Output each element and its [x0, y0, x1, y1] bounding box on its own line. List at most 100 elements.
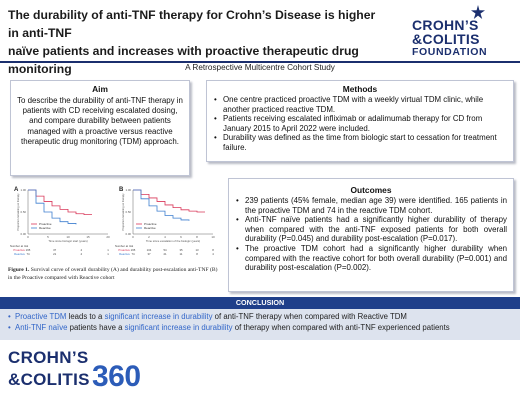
poster-title: The durability of anti-TNF therapy for C…: [8, 6, 380, 78]
panel-label: A: [14, 187, 19, 193]
legend-label: Proactive: [144, 222, 157, 226]
logo-line2: &COLITIS: [412, 31, 480, 47]
risk-value: 4: [81, 248, 83, 252]
risk-table-label: Number at risk: [115, 244, 134, 248]
figure-caption-text: Survival curve of overall durability (A)…: [8, 267, 218, 281]
series-line-proactive: [28, 189, 92, 216]
x-tick-label: 6: [180, 235, 182, 239]
y-tick-label: 0.50: [21, 210, 27, 214]
x-tick-label: 0: [27, 235, 29, 239]
risk-value: 74: [26, 252, 30, 256]
aim-panel: Aim To describe the durability of anti-T…: [10, 80, 190, 176]
risk-value: 35: [179, 248, 183, 252]
methods-panel: Methods One centre practiced proactive T…: [206, 80, 514, 162]
risk-value: 4: [212, 252, 214, 256]
risk-table-label: Number at risk: [10, 244, 29, 248]
legend-label: Reactive: [144, 226, 156, 230]
risk-value: 8: [212, 248, 214, 252]
outcomes-item: 239 patients (45% female, median age 39)…: [235, 196, 507, 215]
figure-caption: Figure 1. Survival curve of overall dura…: [8, 267, 220, 282]
survival-figure: A Proportion remaining on therapy 0.00 0.50…: [8, 184, 218, 292]
risk-value: 104: [147, 248, 152, 252]
conclusion-highlight: Anti-TNF naïve: [15, 323, 68, 332]
risk-value: 1: [107, 248, 109, 252]
y-axis-label: Proportion remaining on therapy: [121, 193, 125, 231]
x-tick-label: 15: [86, 235, 90, 239]
conclusion-highlight: significant increase in durability: [124, 323, 233, 332]
conclusion-highlight: significant increase in durability: [104, 312, 213, 321]
aim-heading: Aim: [92, 84, 108, 94]
conclusion-text: of anti-TNF therapy when compared with R…: [212, 312, 407, 321]
risk-row-name: Proactive: [118, 248, 130, 252]
y-tick-label: 0.00: [21, 232, 27, 236]
logo360-line2: &COLITIS: [8, 370, 90, 389]
methods-item: Durability was defined as the time from …: [213, 133, 507, 152]
risk-value: 11: [180, 252, 183, 256]
series-line-reactive: [28, 189, 77, 225]
poster-subtitle: A Retrospective Multicentre Cohort Study: [185, 63, 335, 72]
risk-value: 13: [195, 248, 199, 252]
x-tick-label: 8: [196, 235, 198, 239]
outcomes-item: Anti-TNF naïve patients had a significan…: [235, 215, 507, 244]
header-divider: [0, 61, 520, 63]
risk-value: 1: [107, 252, 109, 256]
risk-row-name: Proactive: [13, 248, 25, 252]
y-tick-label: 0.50: [126, 210, 132, 214]
risk-value: 165: [131, 248, 136, 252]
x-axis-label: Time since biologic start (years): [48, 239, 87, 243]
conclusion-section: CONCLUSION Proactive TDM leads to a sign…: [0, 297, 520, 340]
logo-line3: FOUNDATION: [412, 46, 488, 58]
risk-value: 54: [163, 248, 167, 252]
aim-text: To describe the durability of anti-TNF t…: [17, 96, 183, 146]
y-tick-label: 0.00: [126, 232, 132, 236]
y-tick-label: 1.00: [126, 188, 132, 192]
x-axis-label: Time since escalation of the biologic (y…: [146, 239, 200, 243]
methods-item: One centre practiced proactive TDM with …: [213, 95, 507, 114]
x-tick-label: 0: [132, 235, 134, 239]
crohns-colitis-360-logo: CROHN’S &COLITIS 360: [8, 346, 158, 398]
methods-item: Patients receiving escalated infliximab …: [213, 114, 507, 133]
logo360-line1: CROHN’S: [8, 348, 89, 367]
conclusion-list: Proactive TDM leads to a significant inc…: [0, 309, 520, 335]
conclusion-highlight: Proactive TDM: [15, 312, 67, 321]
outcomes-heading: Outcomes: [350, 185, 392, 195]
risk-value: 21: [163, 252, 167, 256]
risk-row-name: Reactive: [119, 252, 130, 256]
risk-value: 8: [196, 252, 198, 256]
legend-label: Reactive: [39, 226, 51, 230]
risk-value: 37: [147, 252, 151, 256]
methods-list: One centre practiced proactive TDM with …: [213, 95, 507, 153]
risk-value: 37: [53, 248, 57, 252]
x-tick-label: 10: [66, 235, 70, 239]
risk-value: 21: [53, 252, 57, 256]
star-icon: [471, 5, 485, 19]
x-tick-label: 2: [148, 235, 150, 239]
methods-heading: Methods: [342, 84, 378, 94]
conclusion-heading: CONCLUSION: [0, 297, 520, 309]
y-tick-label: 1.00: [21, 188, 27, 192]
outcomes-list: 239 patients (45% female, median age 39)…: [235, 196, 507, 273]
series-line-reactive: [133, 189, 190, 221]
y-axis-label: Proportion remaining on therapy: [16, 193, 20, 231]
poster-title-line1: The durability of anti-TNF therapy for C…: [8, 8, 376, 40]
x-tick-label: 20: [106, 235, 110, 239]
figure-caption-label: Figure 1.: [8, 267, 30, 273]
conclusion-text: patients have a: [67, 323, 125, 332]
logo360-number: 360: [92, 360, 141, 393]
conclusion-text: of therapy when compared with anti-TNF e…: [232, 323, 450, 332]
logo-line1: CROHN’S: [412, 17, 479, 33]
risk-value: 165: [26, 248, 31, 252]
x-tick-label: 4: [164, 235, 166, 239]
x-tick-label: 5: [47, 235, 49, 239]
panel-label: B: [119, 187, 124, 193]
conclusion-item: Proactive TDM leads to a significant inc…: [8, 311, 512, 322]
outcomes-panel: Outcomes 239 patients (45% female, media…: [228, 178, 514, 292]
conclusion-item: Anti-TNF naïve patients have a significa…: [8, 322, 512, 333]
conclusion-text: leads to a: [66, 312, 105, 321]
foundation-logo: CROHN’S &COLITIS FOUNDATION: [410, 4, 514, 60]
risk-value: 4: [81, 252, 83, 256]
outcomes-item: The proactive TDM cohort had a significa…: [235, 244, 507, 273]
series-line-proactive: [133, 189, 205, 213]
risk-row-name: Reactive: [14, 252, 25, 256]
